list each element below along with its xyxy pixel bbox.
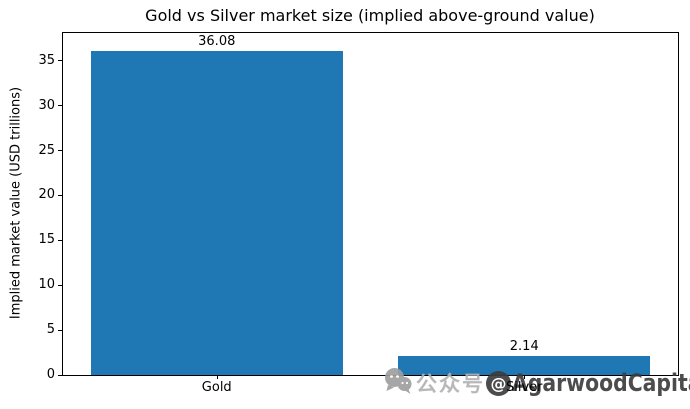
y-tick-label: 35 xyxy=(38,52,55,68)
bar-value-label: 2.14 xyxy=(509,338,539,354)
watermark-name-text: AgarwoodCapital xyxy=(512,369,690,397)
x-tick-label-silver: Silver xyxy=(505,380,543,395)
chart-title: Gold vs Silver market size (implied abov… xyxy=(145,6,595,25)
plot-area: 0 5 10 15 20 25 30 35 36.08 Gold 2.14 Silver xyxy=(38,32,679,395)
watermark-at-badge: @ xyxy=(486,370,511,396)
y-tick-label: 20 xyxy=(38,187,55,203)
y-tick-mark xyxy=(58,284,62,286)
bar-silver xyxy=(398,355,651,375)
x-tick-mark xyxy=(216,375,218,379)
watermark: 公众号 @ AgarwoodCapital xyxy=(383,365,690,401)
y-tick-mark xyxy=(58,105,62,107)
y-tick-mark xyxy=(58,239,62,241)
bar-gold xyxy=(90,51,343,375)
y-tick-mark xyxy=(58,194,62,196)
x-tick-mark xyxy=(524,375,526,379)
watermark-prefix-text: 公众号 xyxy=(416,372,485,396)
bar-value-label: 36.08 xyxy=(198,34,236,50)
y-tick-label: 25 xyxy=(38,142,55,158)
y-tick-label: 10 xyxy=(38,277,55,293)
wechat-icon xyxy=(383,367,413,399)
y-tick-label: 15 xyxy=(38,232,55,248)
y-tick-mark xyxy=(58,60,62,62)
y-tick-mark xyxy=(58,329,62,331)
y-tick-mark xyxy=(58,374,62,376)
x-tick-label-gold: Gold xyxy=(201,380,232,395)
y-tick-label: 30 xyxy=(38,97,55,113)
y-tick-label: 0 xyxy=(46,367,55,382)
y-tick-mark xyxy=(58,150,62,152)
y-tick-label: 5 xyxy=(46,322,55,338)
